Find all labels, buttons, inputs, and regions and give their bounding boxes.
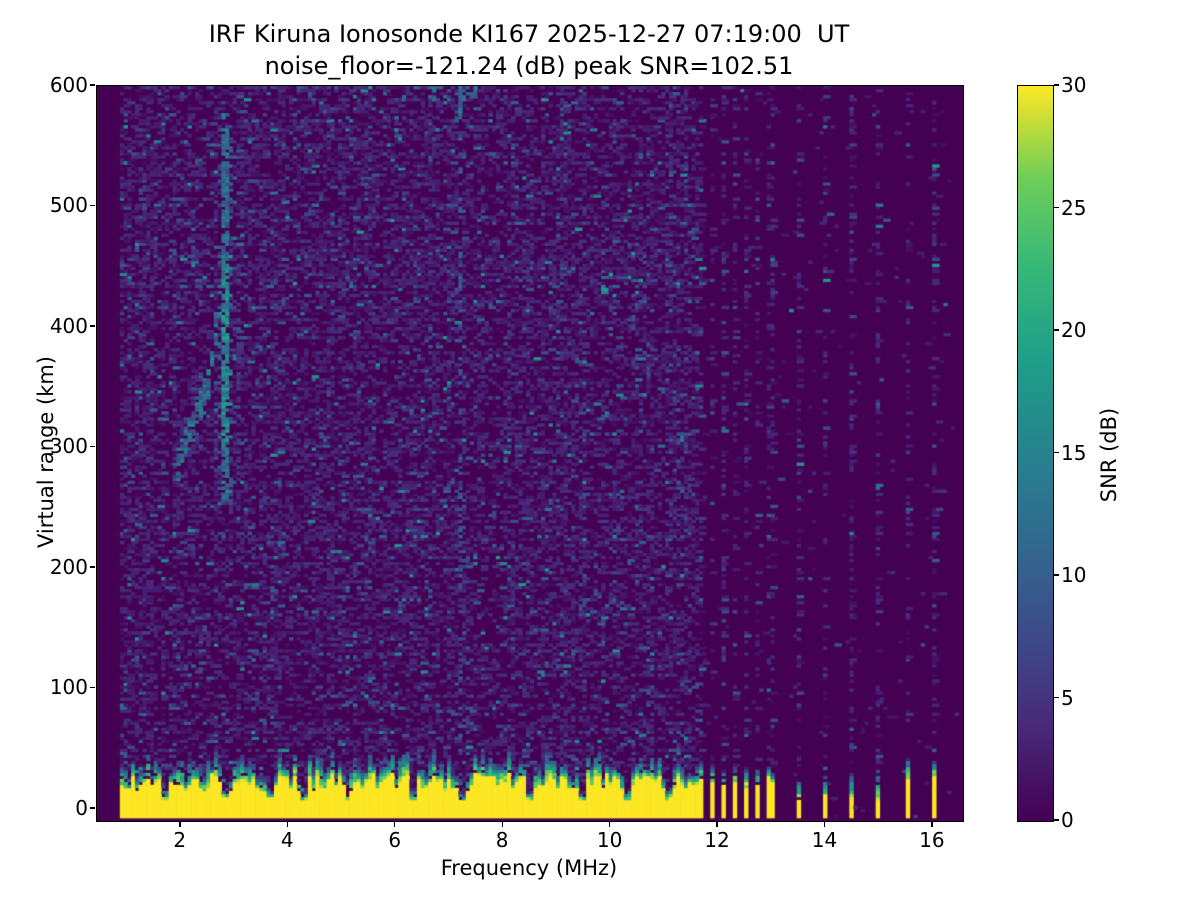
x-tick-mark	[286, 821, 288, 827]
x-tick-label: 8	[495, 828, 509, 852]
y-tick-label: 100	[49, 675, 88, 700]
chart-title: IRF Kiruna Ionosonde KI167 2025-12-27 07…	[208, 20, 850, 48]
y-tick-mark	[89, 325, 95, 327]
colorbar-tick-label: 0	[1061, 808, 1074, 832]
colorbar-tick-mark	[1053, 329, 1059, 331]
colorbar-tick-mark	[1053, 206, 1059, 209]
colorbar-tick-mark	[1053, 574, 1059, 576]
y-tick-mark	[89, 686, 95, 689]
colorbar-gradient	[1018, 86, 1053, 821]
colorbar-tick-label: 20	[1061, 318, 1087, 342]
colorbar-tick-label: 15	[1061, 440, 1087, 465]
x-axis-label: Frequency (MHz)	[440, 856, 618, 880]
y-tick-label: 600	[49, 73, 88, 97]
x-tick-mark	[394, 821, 396, 827]
x-tick-label: 10	[596, 828, 623, 852]
colorbar-tick-label: 25	[1061, 195, 1087, 220]
y-tick-label: 500	[49, 193, 88, 218]
colorbar-label: SNR (dB)	[1097, 407, 1121, 503]
colorbar-tick-label: 10	[1061, 563, 1087, 587]
x-tick-mark	[501, 821, 503, 827]
y-tick-mark	[89, 807, 95, 809]
x-tick-mark	[179, 821, 181, 827]
x-tick-mark	[608, 821, 611, 827]
y-tick-mark	[89, 204, 95, 207]
colorbar-tick-mark	[1053, 84, 1059, 86]
y-tick-label: 200	[49, 554, 88, 579]
colorbar-tick-mark	[1053, 819, 1059, 821]
y-tick-mark	[89, 445, 95, 448]
x-tick-mark	[931, 821, 933, 827]
x-tick-label: 12	[704, 828, 730, 852]
x-tick-mark	[716, 821, 718, 827]
x-tick-label: 14	[811, 828, 838, 852]
y-tick-mark	[89, 566, 95, 568]
x-tick-label: 6	[388, 828, 402, 852]
colorbar-tick-mark	[1053, 696, 1059, 699]
colorbar-tick-mark	[1053, 451, 1059, 454]
colorbar-tick-label: 5	[1061, 685, 1074, 710]
x-tick-label: 2	[173, 828, 187, 852]
heatmap-plot-area	[96, 85, 964, 822]
y-tick-mark	[89, 84, 95, 86]
y-axis-label: Virtual range (km)	[34, 355, 58, 549]
ionogram-heatmap-canvas	[97, 86, 963, 821]
x-tick-label: 16	[919, 828, 945, 852]
colorbar-tick-label: 30	[1061, 73, 1087, 97]
y-tick-label: 300	[49, 434, 88, 459]
colorbar	[1017, 85, 1054, 822]
x-tick-mark	[823, 821, 826, 827]
x-tick-label: 4	[280, 828, 294, 852]
y-tick-label: 400	[49, 313, 88, 338]
chart-subtitle: noise_floor=-121.24 (dB) peak SNR=102.51	[264, 52, 794, 80]
y-tick-label: 0	[75, 795, 88, 820]
